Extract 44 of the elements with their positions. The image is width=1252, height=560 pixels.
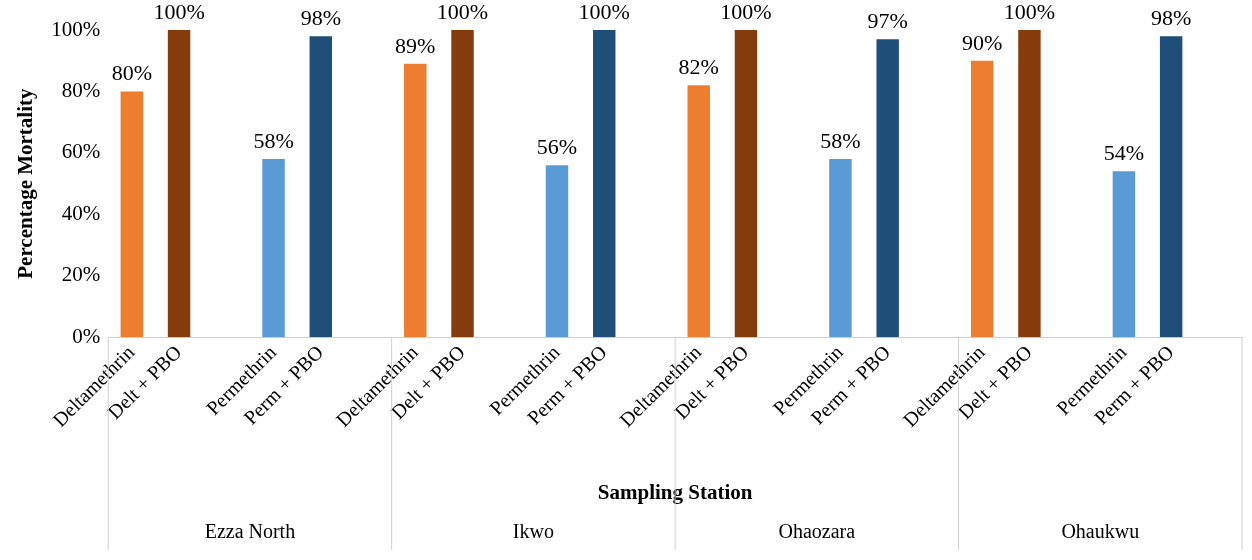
- bar: [970, 60, 994, 338]
- bar: [309, 36, 332, 338]
- text: Ohaozara: [778, 520, 856, 543]
- data-label: 80%: [111, 60, 152, 86]
- bar: [120, 91, 144, 338]
- data-label: 98%: [300, 4, 341, 30]
- bar: [734, 30, 758, 338]
- y-tick-label: 0%: [72, 323, 101, 348]
- y-tick-label: 20%: [61, 262, 101, 287]
- bar: [545, 165, 569, 338]
- y-tick-label: 40%: [61, 200, 101, 225]
- bar: [1018, 30, 1041, 338]
- bar: [1112, 171, 1136, 338]
- data-label: 100%: [1003, 0, 1056, 24]
- text: Ezza North: [204, 520, 296, 543]
- bar: [451, 30, 474, 338]
- data-label: 82%: [678, 54, 719, 80]
- data-label: 100%: [153, 0, 205, 24]
- data-label: 97%: [867, 8, 908, 33]
- data-label: 58%: [820, 127, 861, 153]
- bar: [167, 30, 191, 338]
- data-label: 100%: [578, 0, 630, 24]
- text: Ohaukwu: [1061, 520, 1140, 543]
- x-axis-title: Sampling Station: [597, 479, 753, 504]
- bar: [829, 159, 852, 338]
- bar: [262, 159, 285, 338]
- bar: [687, 85, 710, 338]
- bar: [876, 39, 899, 338]
- data-label: 90%: [962, 29, 1003, 55]
- y-axis-title: Percentage Mortality: [13, 87, 38, 279]
- data-label: 100%: [436, 0, 489, 24]
- y-tick-label: 80%: [61, 77, 101, 102]
- data-label: 56%: [536, 133, 578, 159]
- data-label: 58%: [253, 127, 294, 153]
- bar: [404, 63, 427, 338]
- data-label: 89%: [395, 32, 436, 58]
- data-label: 100%: [720, 0, 772, 24]
- y-tick-label: 60%: [61, 139, 101, 164]
- bar: [1159, 36, 1183, 338]
- y-tick-label: 100%: [51, 16, 101, 41]
- bar: [593, 30, 616, 338]
- text: Ikwo: [512, 520, 554, 543]
- data-label: 98%: [1150, 4, 1192, 30]
- data-label: 54%: [1103, 140, 1145, 166]
